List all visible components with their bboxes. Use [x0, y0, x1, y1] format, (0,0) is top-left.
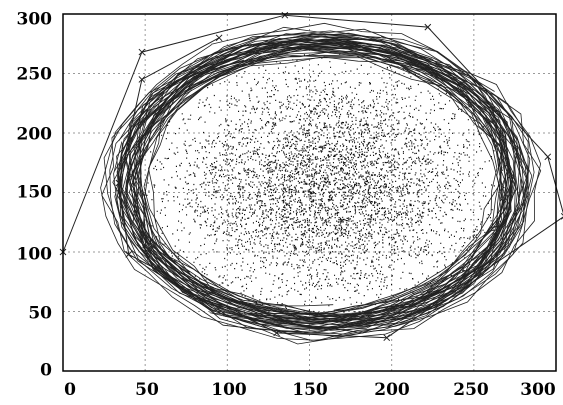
- vertex-marker: [281, 11, 289, 19]
- orbit-trajectory: [112, 38, 525, 329]
- x-tick-label: 150: [292, 380, 328, 400]
- orbit-trajectory: [139, 43, 511, 322]
- orbit-trajectory: [125, 38, 513, 330]
- orbit-trajectory: [143, 54, 498, 311]
- orbit-trajectory: [114, 46, 523, 322]
- y-tick-label: 300: [17, 10, 53, 30]
- x-tick-label: 300: [520, 380, 556, 400]
- x-tick-label: 100: [211, 380, 247, 400]
- y-tick-label: 150: [17, 183, 53, 203]
- y-tick-label: 200: [17, 125, 53, 145]
- orbit-trajectory: [119, 42, 518, 324]
- y-tick-label: 0: [40, 361, 52, 381]
- orbit-trajectory: [116, 40, 528, 323]
- vertex-marker: [215, 34, 223, 42]
- plot-frame: [62, 13, 557, 372]
- orbit-trajectory: [133, 38, 514, 329]
- scatter-point-cloud: [145, 53, 511, 320]
- vertex-marker: [115, 179, 123, 187]
- orbit-trajectory: [128, 47, 505, 318]
- orbit-trajectory: [100, 22, 542, 345]
- vertex-marker: [138, 76, 146, 83]
- orbit-trajectory: [131, 45, 510, 318]
- orbit-trajectory: [120, 33, 529, 335]
- orbit-trajectory: [101, 26, 542, 341]
- orbit-trajectory: [116, 37, 525, 329]
- y-tick-label: 100: [17, 245, 53, 265]
- orbit-trajectory: [140, 50, 503, 320]
- vertex-marker: [125, 251, 133, 258]
- orbit-ring: [59, 11, 563, 345]
- orbit-trajectory: [133, 45, 509, 324]
- vertex-marker: [424, 23, 432, 31]
- vertex-marker: [560, 212, 563, 220]
- x-tick-label: 0: [64, 380, 76, 400]
- scatter-points: [145, 53, 511, 320]
- x-tick-label: 50: [135, 380, 159, 400]
- y-tick-label: 250: [17, 65, 53, 85]
- x-tick-label: 250: [453, 380, 489, 400]
- vertex-marker: [138, 48, 146, 56]
- y-tick-label: 50: [28, 304, 52, 324]
- vertex-marker: [273, 329, 280, 337]
- orbit-trajectory: [128, 45, 508, 321]
- vertex-marker: [383, 334, 391, 342]
- orbit-trajectory: [148, 50, 500, 316]
- x-tick-label: 200: [374, 380, 410, 400]
- vertex-marker: [544, 153, 552, 161]
- outer-trajectory: [62, 14, 563, 339]
- orbit-trajectory: [124, 47, 512, 327]
